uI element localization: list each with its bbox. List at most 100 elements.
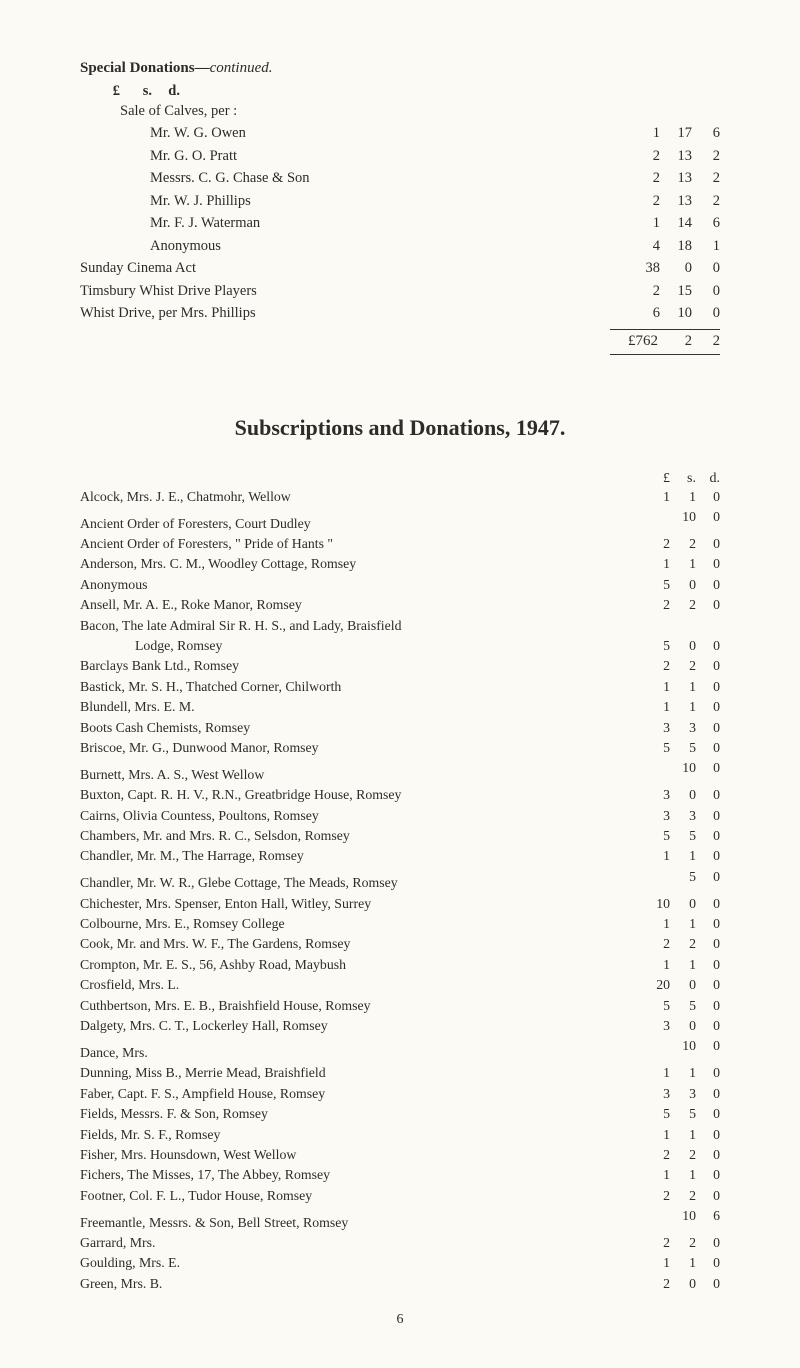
- subscription-amount: 110: [640, 846, 720, 866]
- subscription-row: Chambers, Mr. and Mrs. R. C., Selsdon, R…: [80, 826, 720, 846]
- donation-row: Anonymous4181: [80, 235, 720, 257]
- heading-italic: continued.: [210, 60, 273, 76]
- subscription-label: Crompton, Mr. E. S., 56, Ashby Road, May…: [80, 955, 640, 975]
- donations-list: Mr. W. G. Owen1176Mr. G. O. Pratt2132Mes…: [80, 122, 720, 324]
- amount-l: [640, 1036, 670, 1056]
- subscription-row: Dalgety, Mrs. C. T., Lockerley Hall, Rom…: [80, 1016, 720, 1036]
- amount-l: 5: [640, 575, 670, 595]
- amount-s: 2: [670, 934, 696, 954]
- page-number: 6: [80, 1312, 720, 1328]
- total-pence: 2: [692, 333, 720, 350]
- amount-l: 3: [640, 718, 670, 738]
- amount-s: 10: [670, 1036, 696, 1056]
- subscription-row: Fields, Mr. S. F., Romsey110: [80, 1125, 720, 1145]
- amount-l: 2: [640, 1274, 670, 1294]
- amount-l: 5: [640, 996, 670, 1016]
- subscription-row: Garrard, Mrs.220: [80, 1233, 720, 1253]
- amount-d: 0: [696, 507, 720, 527]
- amount-l: 5: [640, 1104, 670, 1124]
- subscription-label: Chandler, Mr. W. R., Glebe Cottage, The …: [80, 873, 640, 893]
- amount-d: 2: [692, 190, 720, 212]
- amount-s: 1: [670, 1125, 696, 1145]
- amount-l: 20: [640, 975, 670, 995]
- donation-label: Timsbury Whist Drive Players: [80, 280, 257, 302]
- amount-l: 2: [640, 1186, 670, 1206]
- amount-l: 5: [640, 636, 670, 656]
- subscription-label: Alcock, Mrs. J. E., Chatmohr, Wellow: [80, 487, 640, 507]
- amount-l: 38: [620, 257, 660, 279]
- amount-d: 0: [696, 487, 720, 507]
- subscription-row: Bastick, Mr. S. H., Thatched Corner, Chi…: [80, 677, 720, 697]
- amount-l: 10: [640, 894, 670, 914]
- amount-s: 2: [670, 1233, 696, 1253]
- col-pence: d.: [696, 471, 720, 487]
- subscription-amount: 550: [640, 738, 720, 758]
- amount-d: 0: [692, 257, 720, 279]
- amount-s: 3: [670, 1084, 696, 1104]
- donations-total: £762 2 2: [80, 333, 720, 350]
- donation-label: Mr. W. J. Phillips: [80, 190, 251, 212]
- amount-s: 3: [670, 718, 696, 738]
- amount-d: 0: [696, 534, 720, 554]
- amount-d: 0: [696, 738, 720, 758]
- subscription-label: Chichester, Mrs. Spenser, Enton Hall, Wi…: [80, 894, 640, 914]
- heading-dash: —: [195, 60, 210, 76]
- amount-s: 17: [660, 122, 692, 144]
- amount-s: 5: [670, 826, 696, 846]
- subscription-row: Faber, Capt. F. S., Ampfield House, Roms…: [80, 1084, 720, 1104]
- donation-amount: 2132: [620, 145, 720, 167]
- amount-d: 0: [696, 554, 720, 574]
- amount-d: 0: [696, 1145, 720, 1165]
- amount-l: 2: [640, 934, 670, 954]
- amount-s: 0: [670, 1016, 696, 1036]
- subscription-row: Cook, Mr. and Mrs. W. F., The Gardens, R…: [80, 934, 720, 954]
- amount-s: 1: [670, 1063, 696, 1083]
- amount-d: 0: [696, 975, 720, 995]
- amount-s: 0: [670, 894, 696, 914]
- subscription-label: Lodge, Romsey: [80, 636, 640, 656]
- donations-lsd-header: £ s. d.: [80, 83, 720, 100]
- donation-row: Mr. W. J. Phillips2132: [80, 190, 720, 212]
- donation-row: Sunday Cinema Act3800: [80, 257, 720, 279]
- subscription-amount: 550: [640, 996, 720, 1016]
- subscription-label: Cairns, Olivia Countess, Poultons, Romse…: [80, 806, 640, 826]
- subscription-amount: 50: [640, 867, 720, 887]
- amount-d: 2: [692, 145, 720, 167]
- amount-l: 1: [640, 1125, 670, 1145]
- amount-d: 0: [696, 1233, 720, 1253]
- subscription-amount: 1000: [640, 894, 720, 914]
- donation-amount: 2150: [620, 280, 720, 302]
- amount-d: 0: [696, 636, 720, 656]
- subscription-label: Garrard, Mrs.: [80, 1233, 640, 1253]
- amount-l: 1: [640, 846, 670, 866]
- amount-s: 5: [670, 867, 696, 887]
- amount-d: 0: [696, 1104, 720, 1124]
- amount-s: 13: [660, 190, 692, 212]
- subscription-label: Briscoe, Mr. G., Dunwood Manor, Romsey: [80, 738, 640, 758]
- amount-s: 15: [660, 280, 692, 302]
- subscriptions-title: Subscriptions and Donations, 1947.: [80, 415, 720, 441]
- subscription-row: Colbourne, Mrs. E., Romsey College110: [80, 914, 720, 934]
- amount-d: 0: [696, 656, 720, 676]
- donation-row: Messrs. C. G. Chase & Son2132: [80, 167, 720, 189]
- amount-d: 0: [696, 1186, 720, 1206]
- subscription-row: Blundell, Mrs. E. M.110: [80, 697, 720, 717]
- total-rule-top: [610, 329, 720, 330]
- subscription-amount: 220: [640, 934, 720, 954]
- amount-s: 1: [670, 955, 696, 975]
- subscription-row: Freemantle, Messrs. & Son, Bell Street, …: [80, 1206, 720, 1233]
- amount-l: 6: [620, 302, 660, 324]
- amount-d: 0: [696, 595, 720, 615]
- amount-l: 1: [640, 1063, 670, 1083]
- amount-d: 0: [696, 846, 720, 866]
- donations-section: Special Donations—continued. £ s. d. Sal…: [80, 60, 720, 355]
- amount-l: 1: [640, 1165, 670, 1185]
- subscription-amount: 110: [640, 1125, 720, 1145]
- amount-s: 1: [670, 1165, 696, 1185]
- donation-row: Mr. W. G. Owen1176: [80, 122, 720, 144]
- amount-d: 0: [696, 1274, 720, 1294]
- amount-d: 6: [692, 212, 720, 234]
- subscription-row: Alcock, Mrs. J. E., Chatmohr, Wellow110: [80, 487, 720, 507]
- amount-d: 0: [696, 1036, 720, 1056]
- amount-s: 5: [670, 996, 696, 1016]
